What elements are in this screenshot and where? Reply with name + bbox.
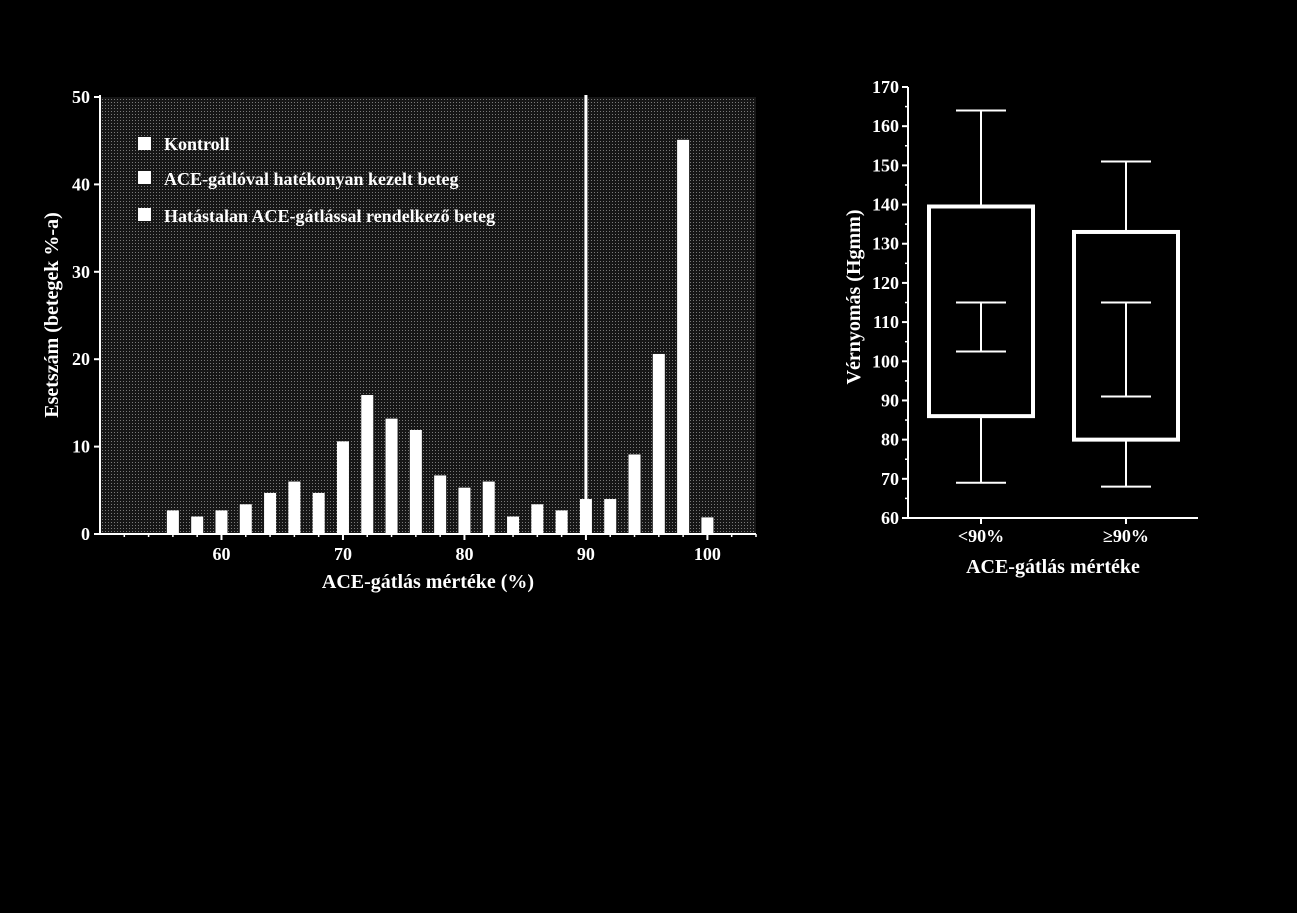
legend-marker-kontroll xyxy=(138,137,151,150)
histogram-bar xyxy=(482,481,495,534)
histogram-bar xyxy=(507,516,520,534)
box-plot-y-tick-label: 170 xyxy=(872,77,899,97)
histogram-bar xyxy=(434,475,447,534)
histogram-bar xyxy=(628,454,641,534)
histogram-x-tick-label: 60 xyxy=(212,544,230,564)
box-plot-y-tick-label: 150 xyxy=(872,155,899,175)
box-plot-group xyxy=(927,109,1035,484)
histogram-y-tick-label: 50 xyxy=(72,87,90,107)
histogram-bar xyxy=(555,510,568,534)
box-plot-group xyxy=(1072,160,1180,488)
legend-marker-hatastalan xyxy=(138,208,151,221)
histogram-bar xyxy=(288,481,301,534)
histogram-y-tick-label: 30 xyxy=(72,262,90,282)
box-plot-y-axis-label: Vérnyomás (Hgmm) xyxy=(843,210,865,385)
histogram-bar xyxy=(701,517,714,534)
box-plot-chart: 60 70 80 90 100 110 120 130 140 150 160 170 <90% ≥90… xyxy=(843,77,1198,578)
box-iqr xyxy=(927,204,1035,419)
histogram-bar xyxy=(239,504,252,534)
histogram-y-axis-label: Esetszám (betegek %-a) xyxy=(41,212,63,418)
histogram-bar xyxy=(336,441,349,534)
box-plot-y-tick-label: 70 xyxy=(881,469,899,489)
histogram-x-ticks: 60 70 80 90 100 xyxy=(123,534,757,564)
histogram-y-tick-label: 10 xyxy=(72,437,90,457)
box-plot-x-axis-label: ACE-gátlás mértéke xyxy=(966,556,1140,578)
histogram-x-tick-label: 90 xyxy=(577,544,595,564)
histogram-x-tick-label: 80 xyxy=(455,544,473,564)
box-plot-y-tick-label: 80 xyxy=(881,430,899,450)
histogram-bar xyxy=(677,139,690,535)
box-iqr xyxy=(1072,229,1180,442)
box-plot-boxes xyxy=(927,109,1180,488)
histogram-x-tick-label: 70 xyxy=(334,544,352,564)
histogram-bar xyxy=(312,492,325,534)
legend-label-kontroll: Kontroll xyxy=(164,134,230,154)
box-plot-y-tick-label: 140 xyxy=(872,195,899,215)
histogram-x-tick-label: 100 xyxy=(694,544,721,564)
histogram-bar xyxy=(191,516,204,534)
box-plot-y-tick-label: 120 xyxy=(872,273,899,293)
box-plot-y-tick-label: 90 xyxy=(881,390,899,410)
legend-marker-hatekony xyxy=(138,171,151,184)
histogram-y-tick-label: 40 xyxy=(72,174,90,194)
box-plot-y-tick-label: 100 xyxy=(872,351,899,371)
histogram-bar xyxy=(264,492,277,534)
histogram-legend: Kontroll ACE-gátlóval hatékonyan kezelt … xyxy=(138,134,495,226)
legend-label-hatastalan: Hatástalan ACE-gátlással rendelkező bete… xyxy=(164,206,495,226)
box-plot-y-tick-label: 160 xyxy=(872,116,899,136)
histogram-bar xyxy=(166,510,179,534)
box-plot-y-tick-label: 130 xyxy=(872,234,899,254)
histogram-bar xyxy=(215,510,228,534)
histogram-y-ticks: 0 10 20 30 40 50 xyxy=(72,87,100,544)
legend-label-hatekony: ACE-gátlóval hatékonyan kezelt beteg xyxy=(164,169,458,189)
histogram-y-tick-label: 0 xyxy=(81,524,90,544)
histogram-bar xyxy=(458,487,471,534)
box-plot-axes xyxy=(907,87,1198,519)
histogram-y-tick-label: 20 xyxy=(72,349,90,369)
box-plot-x-ticks: <90% ≥90% xyxy=(958,518,1149,546)
histogram-chart: 60 70 80 90 100 0 10 20 30 40 50 Kontroll ACE-gát… xyxy=(41,87,757,593)
histogram-bar xyxy=(409,429,422,534)
histogram-bar xyxy=(652,353,665,534)
histogram-plot-area xyxy=(100,97,756,534)
box-plot-y-ticks: 60 70 80 90 100 110 120 130 140 150 160 170 xyxy=(872,77,908,528)
histogram-x-axis-label: ACE-gátlás mértéke (%) xyxy=(322,571,534,593)
histogram-bar xyxy=(604,499,617,534)
histogram-axes xyxy=(99,95,756,535)
box-plot-category-label: ≥90% xyxy=(1103,526,1149,546)
histogram-bars xyxy=(166,139,714,535)
histogram-bar xyxy=(385,418,398,534)
box-plot-y-tick-label: 110 xyxy=(873,312,899,332)
histogram-bar xyxy=(361,395,374,534)
histogram-bar xyxy=(531,504,544,534)
box-plot-category-label: <90% xyxy=(958,526,1004,546)
box-plot-y-tick-label: 60 xyxy=(881,508,899,528)
